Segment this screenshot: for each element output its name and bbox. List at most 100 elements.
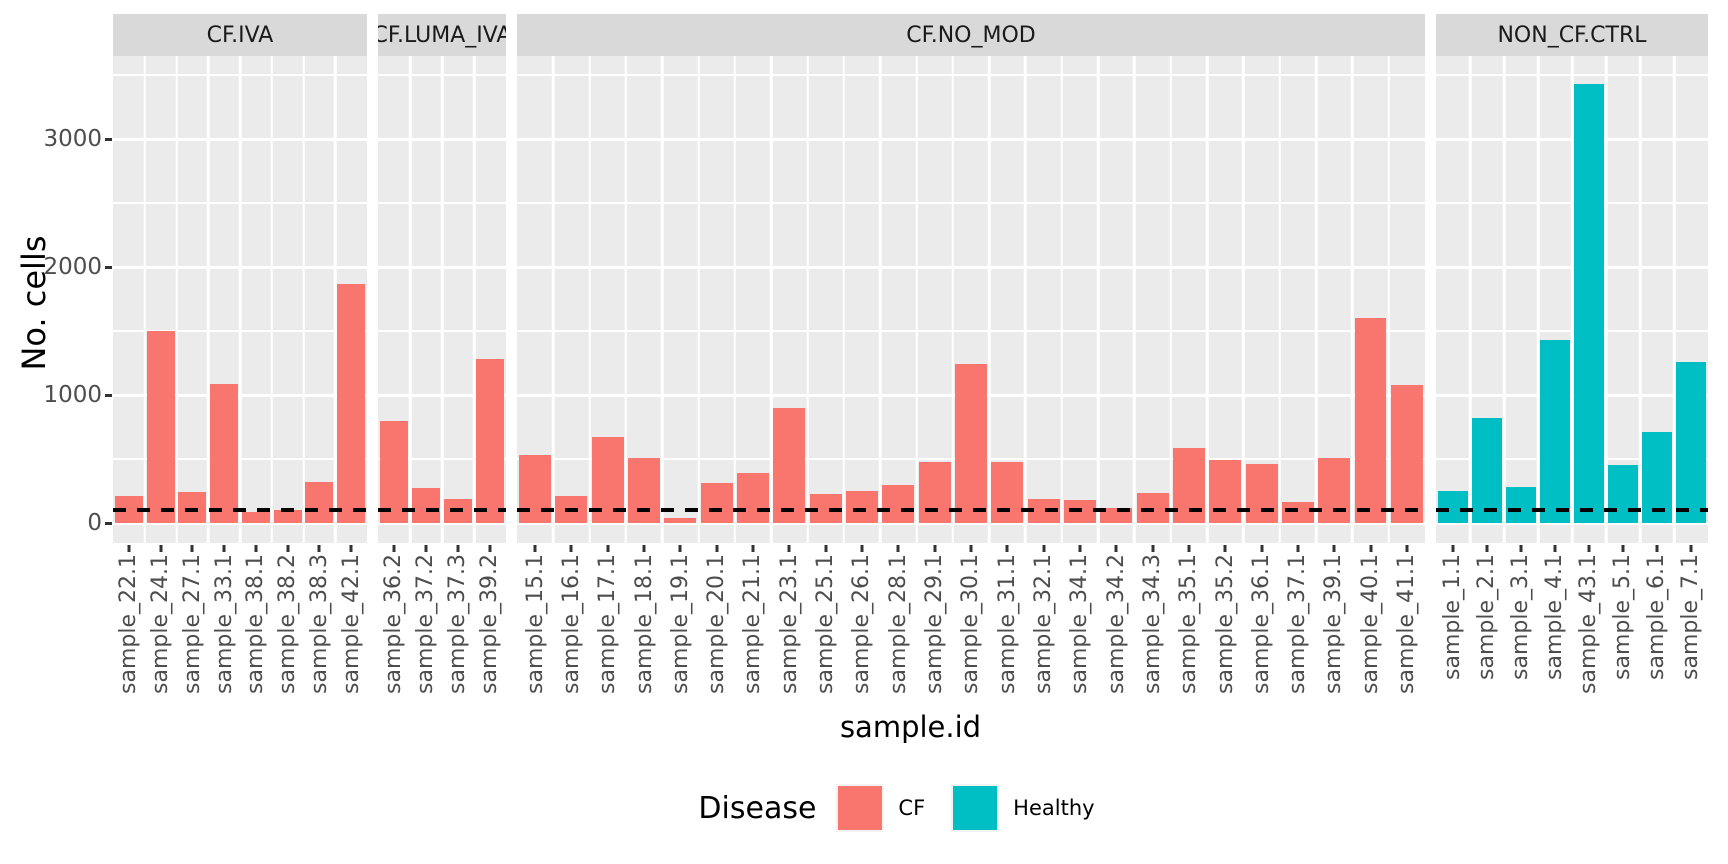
x-tick-mark: [787, 545, 791, 552]
x-tick-mark: [317, 545, 321, 552]
x-label-cell: sample_38.1: [240, 554, 272, 714]
x-tick-mark: [1405, 545, 1409, 552]
x-tick-label: sample_3.1: [1508, 554, 1534, 680]
vertical-gridline: [270, 56, 273, 543]
x-label-cell: sample_42.1: [335, 554, 367, 714]
bar-sample_30.1: [955, 363, 987, 523]
bar-sample_39.1: [1318, 458, 1351, 523]
bar-sample_38.1: [241, 511, 270, 523]
x-tick-label: sample_32.1: [1030, 554, 1056, 694]
x-tick-mark: [190, 545, 194, 552]
bar-sample_37.2: [411, 487, 441, 523]
legend-entries: CF Healthy: [838, 786, 1122, 830]
x-tick-label: sample_16.1: [558, 554, 584, 694]
x-label-cell: sample_3.1: [1504, 554, 1538, 714]
x-label-cell: sample_36.1: [1243, 554, 1279, 714]
facet-strip-label: CF.NO_MOD: [517, 14, 1425, 56]
vertical-gridline: [769, 56, 773, 543]
bar-sample_25.1: [809, 493, 842, 523]
x-label-cell: sample_34.3: [1134, 554, 1170, 714]
minor-gridline: [517, 202, 1425, 204]
x-label-cell: sample_20.1: [699, 554, 735, 714]
bar-sample_38.3: [305, 482, 334, 523]
bar-sample_24.1: [146, 331, 175, 523]
bar-sample_38.2: [273, 510, 302, 523]
x-tick-label: sample_37.2: [413, 554, 439, 694]
vertical-gridline: [806, 56, 809, 543]
facet-CF.NO_MOD: CF.NO_MOD sample_15.1 sample_16.1 sample_17…: [517, 14, 1425, 714]
bar-sample_36.1: [1245, 463, 1278, 523]
x-tick-label: sample_37.3: [445, 554, 471, 694]
x-tick-mark: [1519, 545, 1523, 552]
legend-entry-Healthy: Healthy: [953, 786, 1095, 830]
threshold-dashed-line: [1436, 508, 1708, 512]
bar-sample_21.1: [737, 473, 770, 523]
vertical-gridline: [1536, 56, 1540, 543]
x-tick-mark: [488, 545, 492, 552]
x-tick-mark: [254, 545, 258, 552]
legend-swatch-Healthy: [953, 786, 998, 830]
x-label-cell: sample_16.1: [553, 554, 589, 714]
bar-sample_43.1: [1574, 84, 1604, 523]
vertical-gridline: [1096, 56, 1100, 543]
x-tick-label: sample_18.1: [631, 554, 657, 694]
facet-panel: [1436, 56, 1708, 543]
bar-sample_3.1: [1506, 487, 1536, 523]
x-tick-label: sample_5.1: [1610, 554, 1636, 680]
vertical-gridline: [1169, 56, 1172, 543]
vertical-gridline: [302, 56, 305, 543]
x-label-cell: sample_28.1: [880, 554, 916, 714]
x-tick-label: sample_33.1: [211, 554, 237, 694]
y-tick-mark: [105, 393, 112, 397]
x-tick-label: sample_21.1: [740, 554, 766, 694]
x-label-cell: sample_39.1: [1316, 554, 1352, 714]
legend-label: Healthy: [1013, 796, 1095, 820]
x-tick-mark: [1223, 545, 1227, 552]
x-label-row: sample_1.1 sample_2.1 sample_3.1 sample_4.1…: [1436, 554, 1708, 714]
facet-strip-label: CF.IVA: [113, 14, 367, 56]
x-label-cell: sample_15.1: [517, 554, 553, 714]
x-label-cell: sample_37.1: [1280, 554, 1316, 714]
x-label-cell: sample_34.2: [1098, 554, 1134, 714]
threshold-dashed-line: [113, 508, 367, 512]
x-label-cell: sample_4.1: [1538, 554, 1572, 714]
x-label-cell: sample_26.1: [844, 554, 880, 714]
x-label-cell: sample_31.1: [989, 554, 1025, 714]
x-tick-row: [1436, 543, 1708, 552]
vertical-gridline: [1024, 56, 1027, 543]
x-tick-label: sample_35.1: [1176, 554, 1202, 694]
x-label-cell: sample_38.2: [272, 554, 304, 714]
x-label-cell: sample_19.1: [662, 554, 698, 714]
x-label-cell: sample_33.1: [208, 554, 240, 714]
x-tick-mark: [159, 545, 163, 552]
minor-gridline: [517, 74, 1425, 76]
x-tick-label: sample_23.1: [776, 554, 802, 694]
x-tick-label: sample_37.1: [1285, 554, 1311, 694]
major-gridline: [517, 137, 1425, 141]
bar-sample_31.1: [991, 462, 1024, 523]
bar-sample_27.1: [178, 491, 207, 523]
x-axis-title: sample.id: [839, 710, 982, 744]
facet-panel: [517, 56, 1425, 543]
bar-sample_36.2: [379, 420, 409, 523]
x-tick-label: sample_41.1: [1394, 554, 1420, 694]
facet-strip-label: NON_CF.CTRL: [1436, 14, 1708, 56]
x-tick-mark: [715, 545, 719, 552]
x-label-row: sample_15.1 sample_16.1 sample_17.1 sample_…: [517, 554, 1425, 714]
x-label-cell: sample_35.2: [1207, 554, 1243, 714]
vertical-gridline: [878, 56, 882, 543]
vertical-gridline: [915, 56, 918, 543]
x-label-cell: sample_38.3: [304, 554, 336, 714]
x-tick-label: sample_27.1: [179, 554, 205, 694]
y-tick-label: 0: [87, 510, 102, 536]
bar-sample_5.1: [1608, 465, 1638, 523]
x-label-cell: sample_25.1: [808, 554, 844, 714]
legend-entry-CF: CF: [838, 786, 925, 830]
vertical-gridline: [175, 56, 178, 543]
legend-title: Disease: [698, 790, 817, 826]
x-label-cell: sample_17.1: [590, 554, 626, 714]
x-tick-mark: [1005, 545, 1009, 552]
y-axis-title: No. cells: [15, 235, 53, 371]
facet-strip-label: CF.LUMA_IVA: [378, 14, 506, 56]
